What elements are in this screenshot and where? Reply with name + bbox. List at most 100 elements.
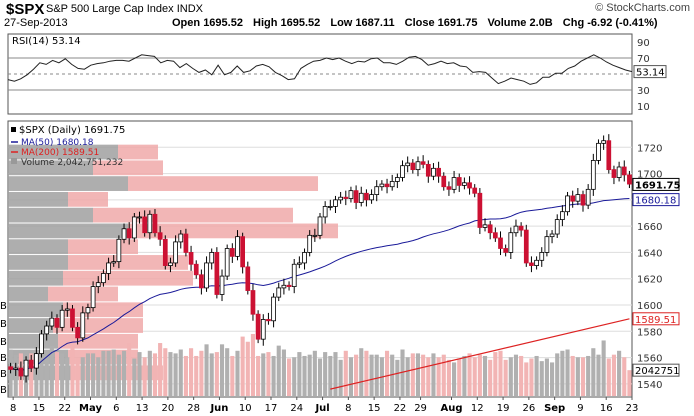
candle-body <box>106 262 111 274</box>
volume-bar <box>482 355 488 396</box>
candle-body <box>601 140 606 144</box>
volume-bar <box>390 354 395 396</box>
index-name-text: S&P 500 Large Cap Index <box>46 3 174 15</box>
volume-bar <box>333 352 338 396</box>
volume-bar <box>384 350 390 396</box>
volume-bar <box>436 357 441 396</box>
candle-body <box>34 353 39 369</box>
x-tick-label: 29 <box>414 403 427 414</box>
candle-body <box>276 287 282 298</box>
rsi-tick-label: 30 <box>637 86 650 97</box>
candle-body <box>54 317 60 328</box>
x-tick-label: 15 <box>368 403 381 414</box>
vbp-up-bar <box>8 286 48 302</box>
volume-bar <box>168 352 173 396</box>
x-tick-label: Sep <box>544 403 565 414</box>
volume-bar <box>240 336 245 396</box>
volume-bar <box>410 353 415 396</box>
candle-body <box>436 167 441 177</box>
candle-body <box>307 234 313 253</box>
volume-bar <box>354 354 359 396</box>
candle-body <box>28 359 34 369</box>
volume-bar <box>194 355 199 396</box>
candle-body <box>369 194 374 201</box>
left-margin-label: B <box>0 319 7 330</box>
volume-bar <box>421 354 426 396</box>
volume-bar <box>235 350 240 396</box>
candle-body <box>596 142 601 161</box>
vbp-down-bar <box>118 144 158 160</box>
candle-body <box>281 284 287 289</box>
volume-bar <box>132 358 137 396</box>
watermark: © StockCharts.com <box>595 2 690 14</box>
volume-bar <box>204 344 209 396</box>
vbp-up-bar <box>8 239 68 255</box>
candle-body <box>487 224 493 234</box>
ma50-line <box>10 198 630 372</box>
candle-body <box>467 182 472 189</box>
rsi-tick-label: 90 <box>637 38 650 49</box>
x-tick-label: 20 <box>162 403 175 414</box>
price-tick-label: 1600 <box>637 301 662 312</box>
ma50-legend: MA(50) 1680.18 <box>21 138 94 148</box>
volume-bar <box>96 357 101 396</box>
candle-body <box>394 177 400 182</box>
candle-body <box>70 308 75 328</box>
volume-bar <box>173 353 178 396</box>
candle-body <box>456 177 462 186</box>
candle-body <box>451 177 457 190</box>
candle-body <box>518 225 524 231</box>
ohlc-readout: Open 1695.52 High 1695.52 Low 1687.11 Cl… <box>172 18 665 29</box>
vbp-up-bar <box>8 302 63 318</box>
volume-bar <box>183 355 188 396</box>
volume-bar <box>596 354 601 396</box>
candle-body <box>425 163 431 177</box>
candle-body <box>446 186 452 190</box>
left-margin-label: B <box>0 337 7 348</box>
candle-body <box>64 308 70 311</box>
candle-body <box>405 162 411 167</box>
chg-value: -6.92 (-0.41%) <box>587 17 658 29</box>
candle-body <box>173 241 178 264</box>
price-legend-marker <box>11 127 16 132</box>
volume-bar <box>534 355 539 396</box>
candle-body <box>80 312 86 339</box>
volume-bar <box>580 357 586 396</box>
volume-bar <box>142 357 147 396</box>
close-value: 1691.75 <box>437 17 478 29</box>
volume-bar <box>508 357 513 396</box>
candle-body <box>441 175 447 188</box>
volume-bar <box>60 353 65 396</box>
candle-body <box>343 196 349 199</box>
volume-bar <box>395 359 400 396</box>
candle-body <box>183 233 189 253</box>
candle-body <box>492 232 498 239</box>
volume-bar <box>328 355 333 396</box>
candle-body <box>302 252 307 264</box>
candle-body <box>204 262 209 289</box>
volume-bar <box>302 355 307 396</box>
volume-bar <box>611 354 617 396</box>
left-margin-label: B <box>0 369 7 380</box>
volume-value: 2.0B <box>529 17 553 29</box>
ma200-value-box <box>632 312 680 326</box>
last-close-label: 1691.75 <box>635 180 681 191</box>
volume-bar <box>405 357 410 396</box>
volume-bar <box>91 353 96 396</box>
volume-bar <box>467 353 472 396</box>
candle-body <box>235 236 240 257</box>
volume-label: Volume <box>487 17 527 29</box>
candle-body <box>8 366 13 370</box>
rsi-value-label: 53.14 <box>636 68 665 79</box>
candle-body <box>168 262 173 266</box>
vbp-up-bar <box>8 318 53 333</box>
volume-bar <box>493 352 498 396</box>
candle-body <box>59 309 65 328</box>
volume-bar <box>622 357 627 396</box>
volume-bar <box>519 355 524 396</box>
volume-bar <box>261 353 266 396</box>
volume-bar <box>374 354 379 396</box>
x-tick-label: 9 <box>577 403 583 414</box>
volume-bar <box>111 349 116 396</box>
volume-bar <box>348 357 354 396</box>
